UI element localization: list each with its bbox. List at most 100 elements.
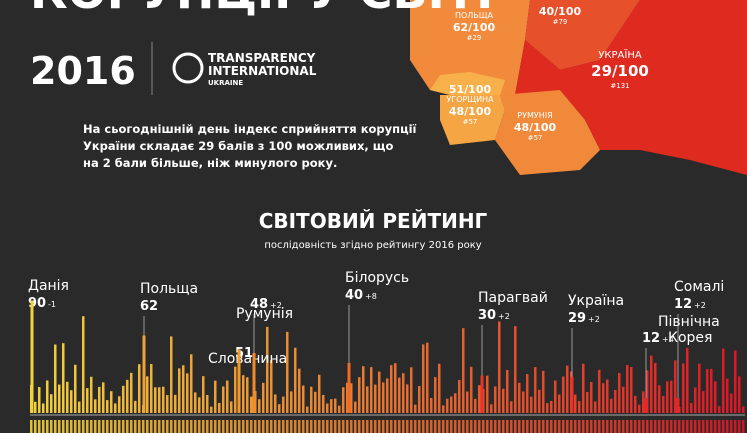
decor-strip <box>366 420 369 433</box>
decor-bar <box>278 404 281 413</box>
decor-strip <box>166 420 169 433</box>
decor-strip <box>358 420 361 433</box>
decor-bar <box>638 404 641 413</box>
decor-strip <box>690 420 693 433</box>
decor-strip <box>342 420 345 433</box>
decor-strip <box>466 420 469 433</box>
decor-strip <box>390 420 393 433</box>
decor-strip <box>282 420 285 433</box>
decor-strip <box>290 420 293 433</box>
decor-bar <box>234 366 237 413</box>
decor-strip <box>626 420 629 433</box>
decor-strip <box>642 420 645 433</box>
decor-strip <box>546 420 549 433</box>
decor-strip <box>122 420 125 433</box>
decor-strip <box>230 420 233 433</box>
decor-bar <box>634 395 637 413</box>
decor-bar <box>446 398 449 413</box>
decor-strip <box>582 420 585 433</box>
decor-bar <box>442 405 445 413</box>
decor-strip <box>462 420 465 433</box>
decor-bar <box>534 367 537 413</box>
decor-strip <box>126 420 129 433</box>
decor-strip <box>162 420 165 433</box>
decor-bar <box>674 360 677 413</box>
decor-bar <box>562 376 565 413</box>
decor-bar <box>158 387 161 413</box>
decor-bar <box>274 394 277 413</box>
decor-bar <box>338 405 341 413</box>
decor-bar <box>322 394 325 413</box>
decor-bar <box>662 396 665 413</box>
decor-bar <box>706 369 709 413</box>
decor-bar <box>422 344 425 413</box>
region-score: 29/100 <box>591 62 649 80</box>
decor-bar <box>226 380 229 413</box>
decor-bar <box>730 393 733 413</box>
decor-strip <box>382 420 385 433</box>
country-bar <box>570 376 574 413</box>
decor-strip <box>450 420 453 433</box>
country-bar <box>644 398 648 413</box>
region-score: 48/100 <box>449 105 492 118</box>
decor-strip <box>586 420 589 433</box>
decor-bar <box>194 392 197 413</box>
decor-bar <box>402 373 405 413</box>
decor-bar <box>430 397 433 413</box>
decor-bar <box>486 375 489 413</box>
decor-strip <box>410 420 413 433</box>
decor-strip <box>226 420 229 433</box>
country-name: Північна <box>658 314 720 330</box>
decor-bar <box>298 368 301 413</box>
logo-text: UKRAINE <box>208 79 243 87</box>
decor-strip <box>494 420 497 433</box>
decor-strip <box>94 420 97 433</box>
decor-strip <box>394 420 397 433</box>
country-score: 62 <box>140 299 158 314</box>
decor-strip <box>634 420 637 433</box>
decor-bar <box>618 373 621 413</box>
decor-bar <box>414 404 417 413</box>
decor-bar <box>378 371 381 413</box>
decor-strip <box>254 420 257 433</box>
decor-bar <box>710 368 713 413</box>
decor-bar <box>622 386 625 413</box>
decor-bar <box>390 365 393 413</box>
decor-strip <box>702 420 705 433</box>
decor-bar <box>714 381 717 413</box>
decor-bar <box>114 403 117 413</box>
decor-bar <box>526 374 529 413</box>
decor-bar <box>346 382 349 413</box>
decor-bar <box>50 394 53 413</box>
decor-strip <box>222 420 225 433</box>
decor-bar <box>218 402 221 413</box>
decor-bar <box>418 385 421 413</box>
decor-strip <box>322 420 325 433</box>
decor-strip <box>350 420 353 433</box>
decor-strip <box>570 420 573 433</box>
decor-bar <box>202 376 205 413</box>
decor-bar <box>82 316 85 413</box>
decor-strip <box>262 420 265 433</box>
country-name: Польща <box>140 281 198 297</box>
decor-bar <box>690 403 693 413</box>
decor-strip <box>558 420 561 433</box>
decor-bar <box>86 388 89 413</box>
decor-strip <box>726 420 729 433</box>
decor-strip <box>670 420 673 433</box>
decor-strip <box>270 420 273 433</box>
country-change: +2 <box>498 312 510 321</box>
decor-strip <box>310 420 313 433</box>
decor-bar <box>454 393 457 413</box>
decor-strip <box>198 420 201 433</box>
decor-strip <box>738 420 741 433</box>
decor-strip <box>158 420 161 433</box>
decor-bar <box>246 377 249 413</box>
decor-bar <box>398 377 401 413</box>
country-name: Парагвай <box>478 290 548 306</box>
decor-strip <box>334 420 337 433</box>
decor-strip <box>594 420 597 433</box>
decor-bar <box>386 378 389 413</box>
decor-strip <box>458 420 461 433</box>
decor-strip <box>402 420 405 433</box>
